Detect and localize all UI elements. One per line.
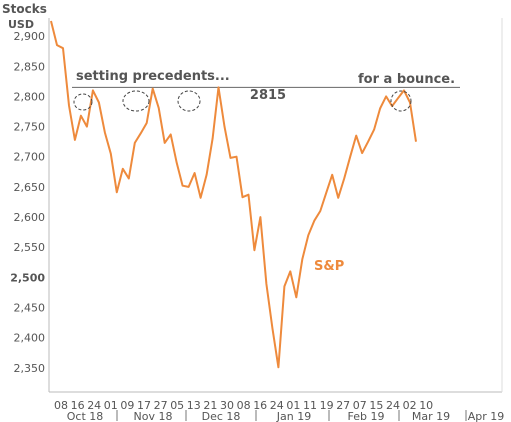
annotation-setting-precedents: setting precedents...: [76, 69, 230, 84]
x-tick-label: 02: [403, 399, 417, 412]
x-month-label: Oct 18: [67, 410, 104, 422]
x-axis-month-labels: Oct 18 Nov 18 Dec 18 Jan 19 Feb 19 Mar 19 Apr …: [67, 410, 505, 422]
y-tick-label: 2,450: [14, 302, 46, 315]
x-tick-label: 19: [320, 399, 334, 412]
y-tick-label: 2,800: [14, 90, 46, 103]
x-tick-label: 30: [220, 399, 234, 412]
y-tick-label: 2,400: [14, 332, 46, 345]
x-tick-label: 08: [54, 399, 68, 412]
y-tick-label: 2,550: [14, 241, 46, 254]
x-tick-label: 08: [237, 399, 251, 412]
sp500-series-line: [50, 20, 417, 369]
x-month-label: Dec 18: [202, 410, 241, 422]
x-tick-label: 05: [170, 399, 184, 412]
x-tick-label: 24: [270, 399, 284, 412]
x-tick-label: 15: [369, 399, 383, 412]
x-month-label: Mar 19: [412, 410, 450, 422]
x-month-label: Nov 18: [134, 410, 173, 422]
highlight-circle-1: [73, 93, 93, 111]
x-tick-label: 27: [336, 399, 350, 412]
x-month-label: Feb 19: [348, 410, 385, 422]
chart-title: Stocks: [2, 2, 47, 16]
series-label-sp: S&P: [314, 259, 344, 274]
y-tick-label: 2,650: [14, 181, 46, 194]
x-axis-ticks: 08 16 24 01 09 17 27 05 13 21 30 08 16 24 01 11 19 27 07 15…: [54, 399, 433, 412]
x-tick-label: 09: [120, 399, 134, 412]
y-tick-label: 2,700: [14, 151, 46, 164]
y-tick-label: 2,600: [14, 211, 46, 224]
x-tick-label: 24: [386, 399, 400, 412]
y-tick-label: 2,500: [10, 271, 45, 284]
x-tick-label: 10: [419, 399, 433, 412]
x-tick-label: 24: [87, 399, 101, 412]
x-tick-label: 21: [203, 399, 217, 412]
x-tick-label: 07: [353, 399, 367, 412]
x-tick-label: 17: [137, 399, 151, 412]
x-tick-label: 13: [187, 399, 201, 412]
x-tick-label: 27: [154, 399, 168, 412]
highlight-circle-4: [390, 90, 412, 112]
annotation-for-a-bounce: for a bounce.: [358, 72, 455, 87]
highlight-circle-2: [122, 90, 150, 112]
x-month-label: Jan 19: [276, 410, 311, 422]
x-tick-label: 16: [253, 399, 267, 412]
reference-line-label: 2815: [250, 88, 286, 103]
x-month-label: Apr 19: [468, 410, 505, 422]
y-axis-ticks: 2,350 2,400 2,450 2,500 2,550 2,600 2,650 2,700…: [10, 30, 45, 375]
y-tick-label: 2,750: [14, 121, 46, 134]
highlight-circle-3: [177, 90, 201, 112]
y-tick-label: 2,350: [14, 362, 46, 375]
x-tick-label: 16: [71, 399, 85, 412]
x-tick-label: 11: [303, 399, 317, 412]
x-tick-label: 01: [104, 399, 118, 412]
x-axis-month-dividers: [116, 410, 467, 421]
y-axis-label: USD: [8, 18, 34, 31]
x-tick-label: 01: [286, 399, 300, 412]
y-tick-label: 2,900: [14, 30, 46, 43]
y-tick-label: 2,850: [14, 60, 46, 73]
